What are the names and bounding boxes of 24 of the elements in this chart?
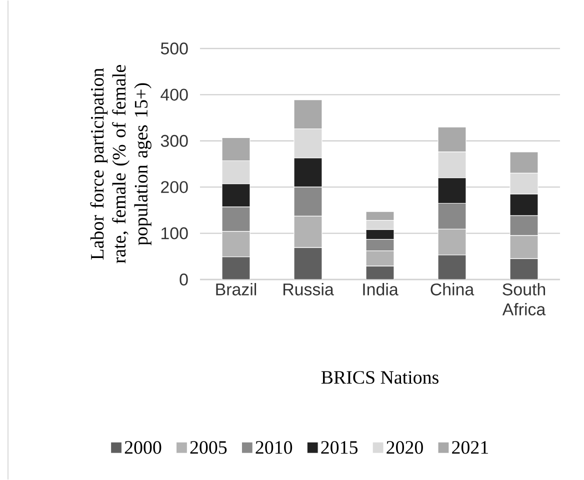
- legend-label: 2005: [190, 441, 227, 454]
- x-tick-label: China: [430, 283, 474, 296]
- x-tick-label: Brazil: [216, 283, 256, 296]
- legend-label: 2000: [124, 441, 162, 454]
- x-tick-label: Russia: [284, 283, 334, 296]
- bar: [294, 247, 322, 280]
- bar: [510, 258, 538, 280]
- y-tick-label: 0: [180, 273, 188, 286]
- x-axis-title: BRICS Nations: [321, 371, 438, 384]
- x-tick-label: India: [363, 283, 398, 296]
- y-tick-label: 200: [161, 181, 188, 194]
- legend-label: 2015: [321, 441, 358, 454]
- legend-label: 2020: [386, 441, 423, 454]
- bar: [438, 254, 466, 280]
- y-tick-label: 100: [162, 227, 188, 240]
- legend-label: 2021: [452, 441, 488, 454]
- x-tick-label: South Africa: [502, 283, 546, 316]
- bar: [366, 266, 394, 280]
- bar: [222, 256, 250, 280]
- y-tick-label: 500: [160, 42, 188, 54]
- y-axis-title: Labor force participation rate, female (% of female population ages 15+): [90, 65, 152, 264]
- legend-label: 2010: [256, 441, 292, 454]
- y-tick-label: 300: [160, 134, 188, 147]
- y-tick-label: 400: [160, 88, 188, 101]
